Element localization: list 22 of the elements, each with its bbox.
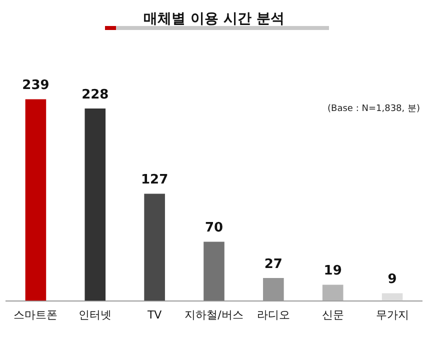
- bar: [382, 293, 403, 301]
- bar: [204, 242, 224, 301]
- data-label: 228: [82, 87, 109, 102]
- data-label: 9: [388, 272, 397, 288]
- data-label: 127: [141, 172, 168, 188]
- bar: [144, 194, 165, 301]
- x-tick-label: 신문: [322, 308, 344, 322]
- annotation: (Base : N=1,838, 분): [328, 103, 420, 115]
- bar: [322, 284, 344, 301]
- x-tick-label: 지하철/버스: [184, 308, 244, 322]
- bar: [84, 108, 106, 301]
- bar: [25, 99, 46, 301]
- data-label: 19: [324, 264, 342, 279]
- chart-title: 매체별 이용 시간 분석: [142, 10, 286, 28]
- x-tick-label: 인터넷: [78, 308, 112, 322]
- data-label: 27: [264, 256, 282, 272]
- x-tick-label: TV: [146, 308, 162, 322]
- x-tick-label: 라디오: [256, 308, 290, 322]
- data-label: 70: [204, 220, 224, 236]
- x-tick-label: 스마트폰: [14, 308, 58, 322]
- data-label: 239: [22, 78, 50, 94]
- x-tick-label: 무가지: [376, 308, 409, 322]
